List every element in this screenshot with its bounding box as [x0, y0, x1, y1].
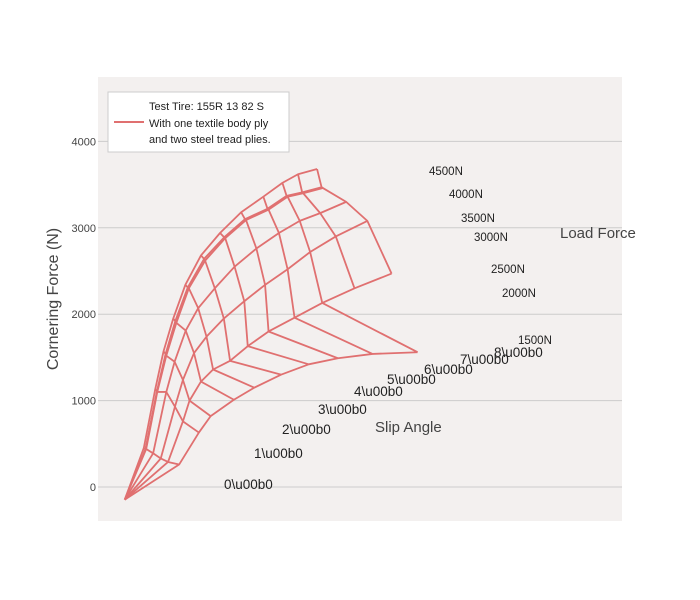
gridlines: [98, 140, 622, 488]
legend-line-3: and two steel tread plies.: [149, 134, 271, 146]
load-label: 3500N: [461, 213, 495, 225]
slip-line: [184, 284, 255, 389]
legend-line-1: Test Tire: 155R 13 82 S: [149, 101, 264, 113]
slip-angle-label: 4\u00b0: [354, 384, 403, 399]
slip-line: [162, 350, 212, 417]
y-tick-label: 0: [90, 482, 96, 494]
load-label: 1500N: [518, 335, 552, 347]
slip-line: [143, 447, 180, 466]
slip-angle-label: 6\u00b0: [424, 362, 473, 377]
load-label: 4000N: [449, 189, 483, 201]
slip-line: [316, 168, 393, 274]
load-label: 3000N: [474, 232, 508, 244]
slip-angle-label: 2\u00b0: [282, 422, 331, 437]
slip-line: [154, 388, 200, 434]
carpet-mesh: [123, 168, 418, 501]
load-label: 2000N: [502, 288, 536, 300]
slip-line: [262, 196, 373, 355]
slip-line: [281, 182, 418, 354]
slip-line: [297, 174, 356, 289]
load-label: 2500N: [491, 264, 525, 276]
slip-angle-label: 8\u00b0: [494, 345, 543, 360]
y-axis-label: Cornering Force (N): [45, 228, 62, 370]
slip-angle-label: 1\u00b0: [254, 446, 303, 461]
slip-line: [240, 211, 339, 360]
y-tick-label: 1000: [72, 396, 96, 408]
slip-line: [200, 254, 282, 376]
slip-line: [172, 317, 235, 401]
annotations: 0\u00b0 1\u00b0 2\u00b0 3\u00b0 4\u00b05\u00…: [224, 166, 636, 492]
slip-angle-label: 5\u00b0: [387, 372, 436, 387]
slip-line: [219, 232, 310, 366]
y-tick-labels: 0 1000 2000 3000 4000: [72, 136, 96, 494]
slip-angle-label: 0\u00b0: [224, 477, 273, 492]
y-tick-label: 2000: [72, 309, 96, 321]
legend-line-2: With one textile body ply: [149, 118, 269, 130]
slip-angle-label: 3\u00b0: [318, 402, 367, 417]
load-force-title: Load Force: [560, 225, 636, 242]
load-label: 4500N: [429, 166, 463, 178]
slip-angle-title: Slip Angle: [375, 419, 442, 436]
slip-angle-label: 7\u00b0: [460, 352, 509, 367]
y-tick-label: 3000: [72, 223, 96, 235]
y-tick-label: 4000: [72, 136, 96, 148]
legend: Test Tire: 155R 13 82 S With one textile…: [107, 91, 290, 153]
